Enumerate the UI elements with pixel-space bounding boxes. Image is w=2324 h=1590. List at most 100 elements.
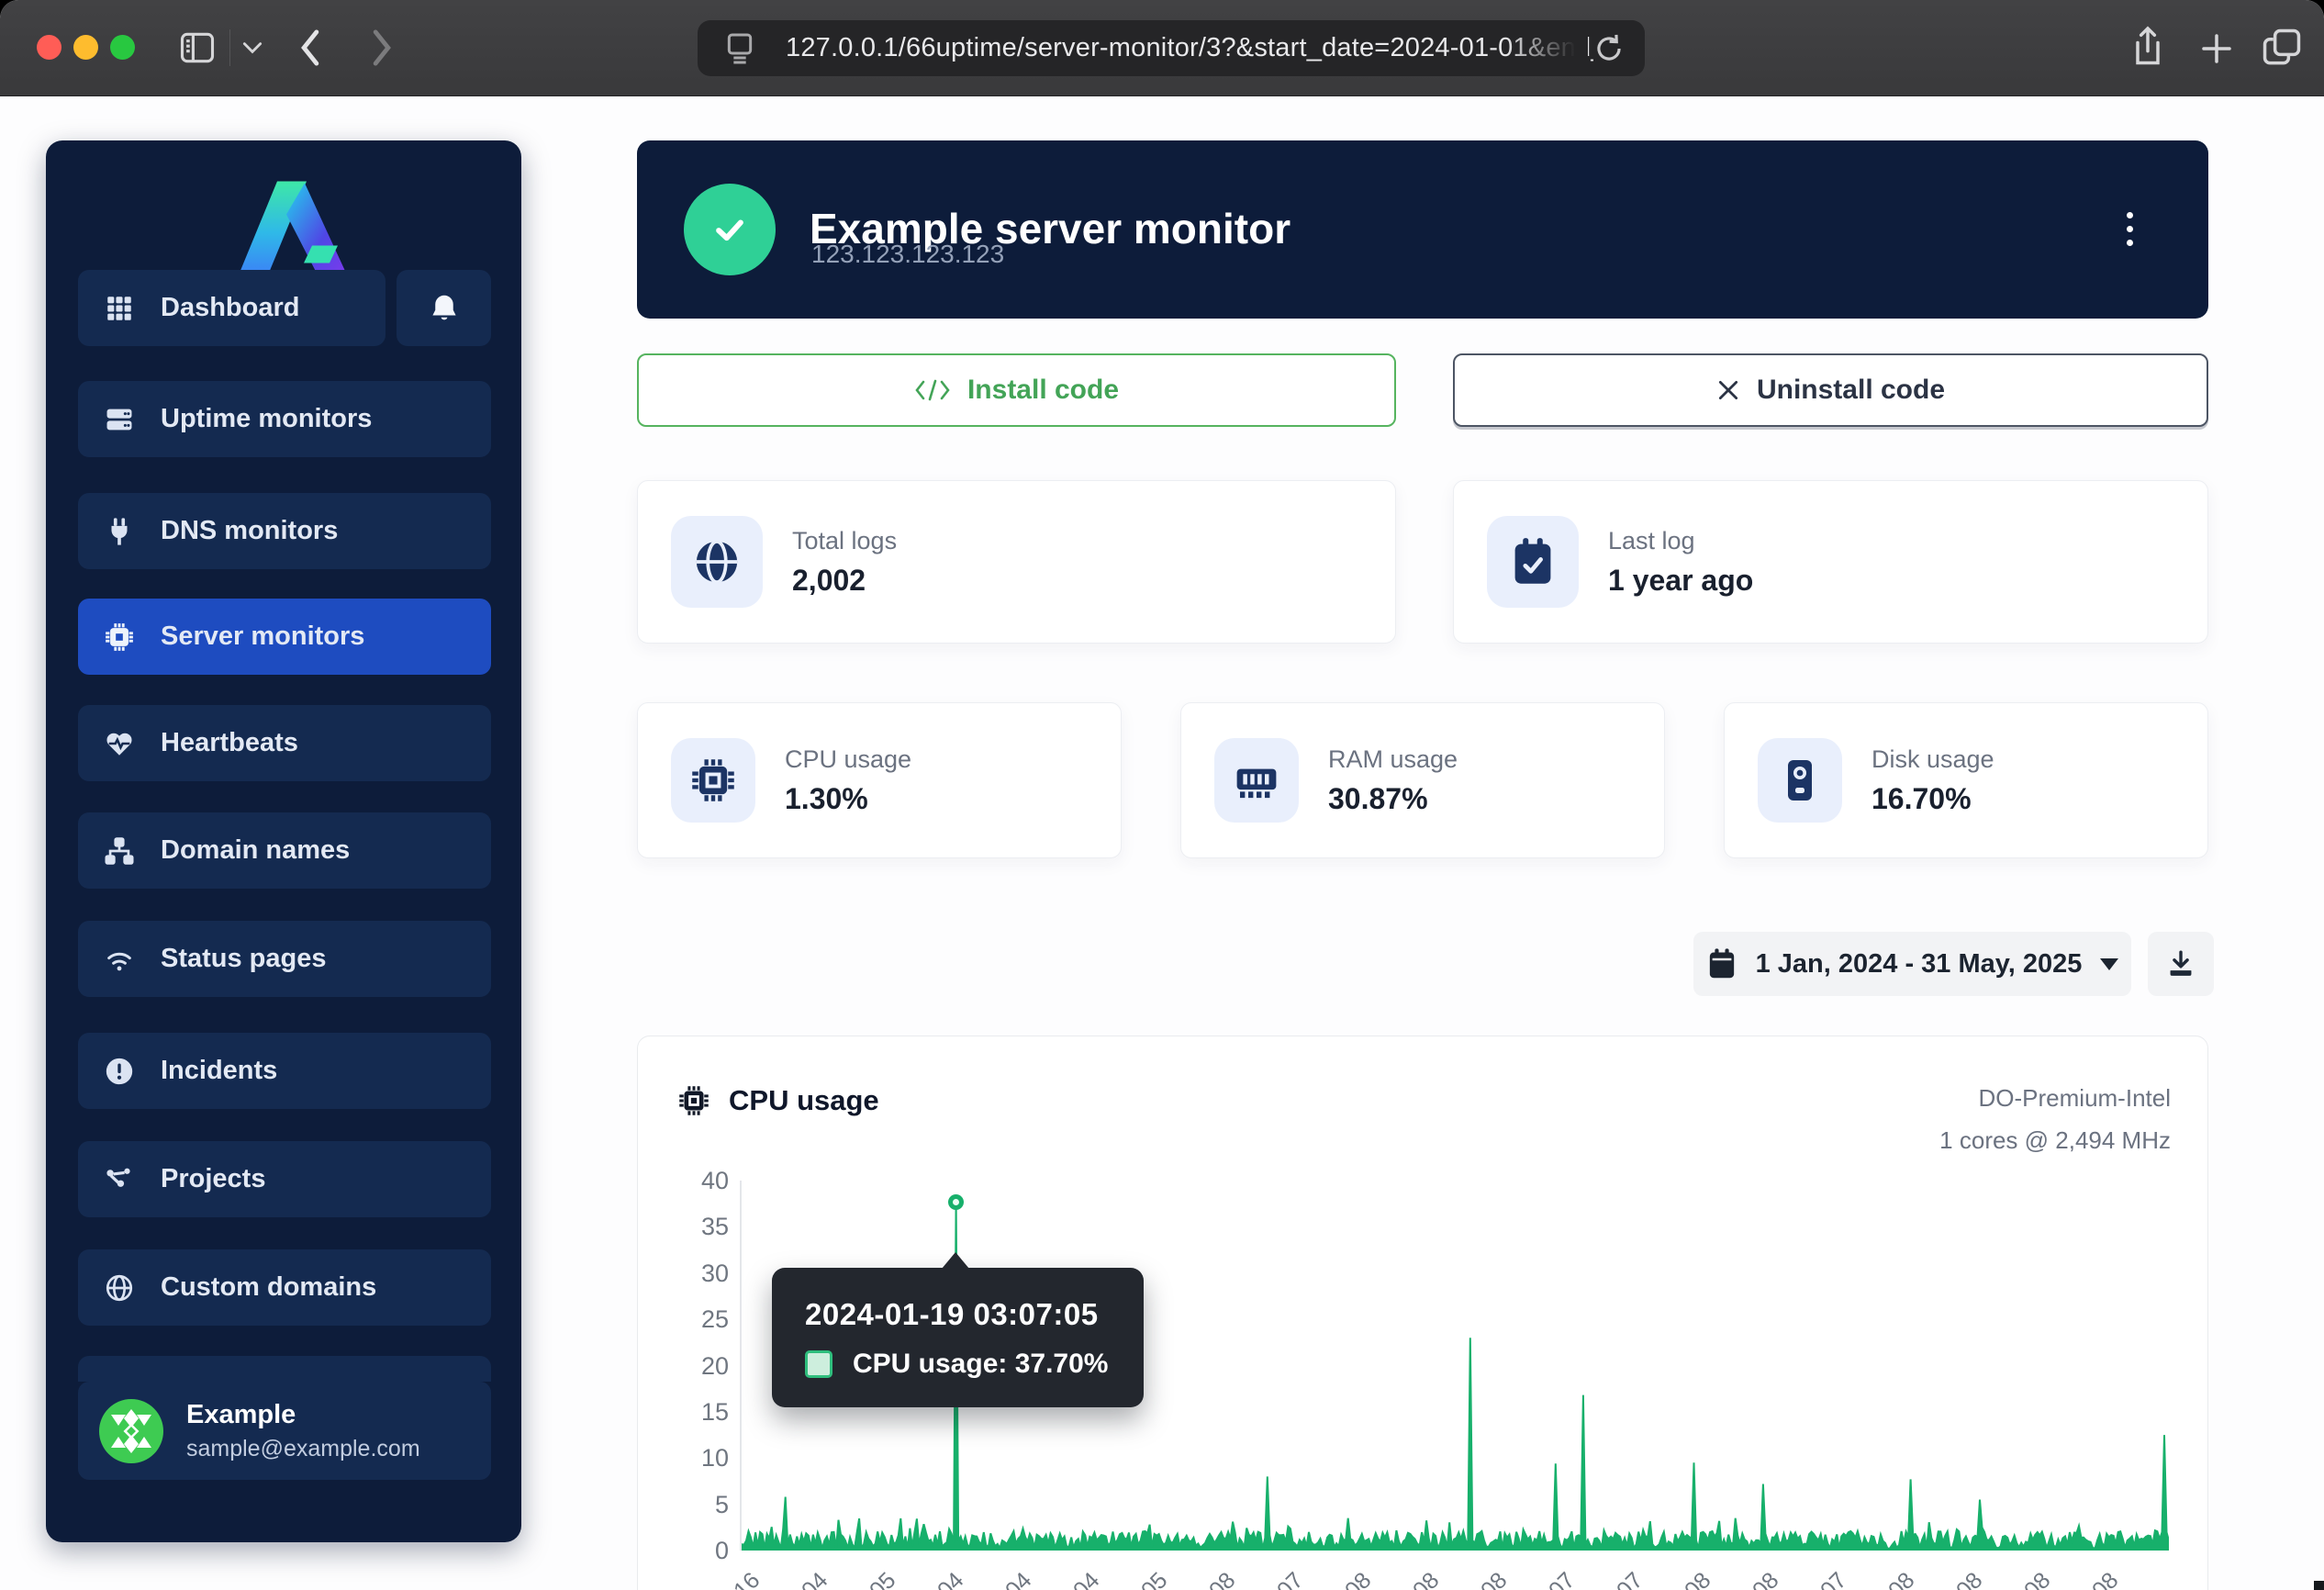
ram-usage-card: RAM usage 30.87%	[1180, 702, 1665, 858]
notifications-button[interactable]	[397, 270, 491, 346]
sidebar-item-label: Uptime monitors	[161, 404, 372, 434]
heart-pulse-icon	[102, 728, 137, 759]
browser-window: 127.0.0.1/66uptime/server-monitor/3?&sta…	[0, 0, 2324, 1590]
chevron-down-icon[interactable]	[240, 39, 264, 57]
sidebar-item-status-pages[interactable]: Status pages	[78, 921, 491, 997]
disk-icon	[1758, 738, 1842, 823]
address-bar[interactable]: 127.0.0.1/66uptime/server-monitor/3?&sta…	[698, 20, 1645, 76]
microchip-icon	[102, 621, 137, 653]
x-axis-tick: 05	[865, 1567, 901, 1590]
sidebar-item-server-monitors[interactable]: Server monitors	[78, 599, 491, 675]
sidebar-item-incidents[interactable]: Incidents	[78, 1033, 491, 1109]
minimize-window-button[interactable]	[73, 35, 98, 60]
y-axis-tick: 10	[670, 1444, 729, 1472]
sidebar-item-domain-names[interactable]: Domain names	[78, 812, 491, 889]
tab-overview-icon[interactable]	[2260, 26, 2304, 70]
sidebar-item-label: Incidents	[161, 1056, 277, 1086]
x-axis-tick: 08	[1883, 1567, 1920, 1590]
browser-toolbar: 127.0.0.1/66uptime/server-monitor/3?&sta…	[0, 0, 2324, 96]
sidebar-item-label: Server monitors	[161, 621, 364, 652]
sidebar-item-label: Dashboard	[161, 293, 299, 323]
x-axis-tick: 08	[1680, 1567, 1716, 1590]
sidebar-item-heartbeats[interactable]: Heartbeats	[78, 705, 491, 781]
sidebar-toggle-icon[interactable]	[176, 28, 218, 68]
install-code-button[interactable]: Install code	[637, 353, 1396, 427]
url-fade	[1505, 22, 1588, 74]
disk-usage-card: Disk usage 16.70%	[1724, 702, 2208, 858]
sidebar: Dashboard Uptime monitors	[46, 140, 521, 1542]
stat-value: 1.30%	[785, 782, 911, 816]
sidebar-item-projects[interactable]: Projects	[78, 1141, 491, 1217]
sidebar-item-label: DNS monitors	[161, 516, 338, 546]
calendar-icon	[1706, 947, 1737, 980]
x-axis-tick: 08	[2087, 1567, 2124, 1590]
x-axis-tick: 08	[1951, 1567, 1988, 1590]
stat-value: 30.87%	[1328, 782, 1458, 816]
sidebar-item-dns-monitors[interactable]: DNS monitors	[78, 493, 491, 569]
date-range-label: 1 Jan, 2024 - 31 May, 2025	[1756, 949, 2083, 980]
y-axis-tick: 30	[670, 1260, 729, 1288]
circle-exclamation-icon	[102, 1056, 137, 1087]
grid-icon	[102, 293, 137, 324]
uninstall-code-button[interactable]: Uninstall code	[1453, 353, 2208, 427]
share-icon[interactable]	[2128, 24, 2168, 72]
y-axis-tick: 5	[670, 1491, 729, 1519]
download-icon	[2165, 948, 2196, 980]
x-icon	[1716, 378, 1740, 402]
uninstall-code-label: Uninstall code	[1757, 375, 1945, 406]
x-axis-tick: 07	[1816, 1567, 1852, 1590]
x-axis-tick: 08	[1476, 1567, 1513, 1590]
microchip-icon	[677, 1084, 710, 1117]
sidebar-item-partial	[78, 1356, 491, 1382]
server-icon	[102, 404, 137, 435]
back-button[interactable]	[294, 26, 327, 70]
stat-value: 2,002	[792, 564, 897, 598]
install-code-label: Install code	[967, 375, 1119, 406]
ram-icon	[1214, 738, 1299, 823]
sidebar-item-uptime-monitors[interactable]: Uptime monitors	[78, 381, 491, 457]
x-axis-tick: 04	[797, 1567, 833, 1590]
floating-widget-peek[interactable]	[2314, 1581, 2324, 1590]
last-log-card: Last log 1 year ago	[1453, 480, 2208, 644]
stat-label: RAM usage	[1328, 745, 1458, 774]
chart-title: CPU usage	[729, 1084, 879, 1117]
code-icon	[914, 376, 951, 404]
sitemap-icon	[102, 835, 137, 867]
x-axis-tick: 04	[1068, 1567, 1105, 1590]
x-axis-tick: 04	[1000, 1567, 1037, 1590]
stat-value: 1 year ago	[1608, 564, 1753, 598]
x-axis-tick: 08	[2019, 1567, 2056, 1590]
stat-value: 16.70%	[1871, 782, 1994, 816]
sidebar-item-dashboard[interactable]: Dashboard	[78, 270, 385, 346]
new-tab-icon[interactable]	[2197, 29, 2236, 68]
y-axis-tick: 25	[670, 1305, 729, 1334]
y-axis-tick: 20	[670, 1352, 729, 1381]
stat-label: Total logs	[792, 527, 897, 555]
user-account[interactable]: Example sample@example.com	[78, 1382, 491, 1480]
x-axis-tick: 07	[1612, 1567, 1648, 1590]
sidebar-item-custom-domains[interactable]: Custom domains	[78, 1249, 491, 1326]
export-button[interactable]	[2148, 932, 2214, 996]
highlighted-point-marker[interactable]	[948, 1194, 964, 1210]
sidebar-item-label: Domain names	[161, 835, 350, 866]
y-axis-tick: 35	[670, 1213, 729, 1241]
server-name: DO-Premium-Intel	[1939, 1077, 2171, 1119]
sidebar-item-label: Projects	[161, 1164, 265, 1194]
globe-icon	[102, 1272, 137, 1304]
more-options-button[interactable]	[2111, 194, 2148, 263]
cpu-usage-plot[interactable]: 2024-01-19 03:07:05 CPU usage: 37.70% 05…	[740, 1181, 2167, 1551]
zoom-window-button[interactable]	[110, 35, 135, 60]
stat-label: Last log	[1608, 527, 1753, 555]
close-window-button[interactable]	[37, 35, 61, 60]
date-range-picker[interactable]: 1 Jan, 2024 - 31 May, 2025	[1693, 932, 2131, 996]
stat-label: CPU usage	[785, 745, 911, 774]
reader-icon[interactable]	[721, 31, 758, 66]
x-axis-tick: 04	[933, 1567, 969, 1590]
x-axis-tick: 08	[1408, 1567, 1445, 1590]
forward-button[interactable]	[365, 26, 398, 70]
stat-label: Disk usage	[1871, 745, 1994, 774]
x-axis-tick: 16	[729, 1567, 765, 1590]
reload-icon[interactable]	[1592, 31, 1626, 66]
series-swatch	[805, 1350, 832, 1378]
sidebar-item-label: Custom domains	[161, 1272, 376, 1303]
